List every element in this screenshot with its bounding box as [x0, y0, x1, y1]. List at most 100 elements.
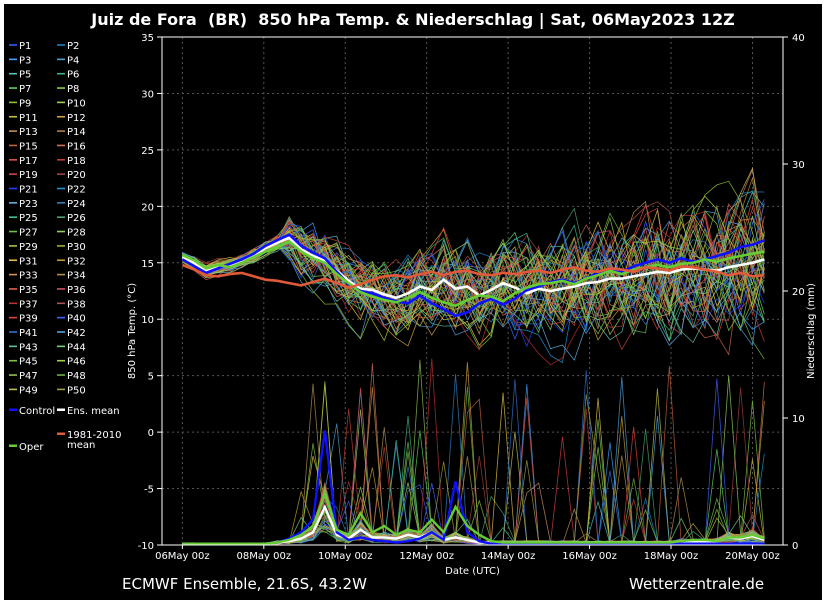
member-temp-line	[182, 215, 765, 341]
legend-label: P17	[19, 156, 38, 167]
y-left-tick-label: -10	[138, 541, 154, 552]
y-right-tick-label: 40	[792, 33, 805, 44]
member-precip-line	[182, 400, 765, 545]
legend-label: P15	[19, 141, 38, 152]
legend-label: P33	[19, 271, 38, 282]
legend-label: Ens. mean	[67, 406, 120, 417]
legend-label: P31	[19, 256, 38, 267]
x-tick-label: 06May 00z	[155, 551, 210, 562]
member-precip-line	[182, 362, 765, 545]
legend-label: P4	[67, 55, 79, 66]
legend-label: P1	[19, 41, 31, 52]
legend-label: P36	[67, 285, 86, 296]
y-left-tick-label: -5	[144, 485, 154, 496]
y-right-tick-label: 20	[792, 287, 805, 298]
y-left-tick-label: 0	[148, 428, 154, 439]
y-right-tick-label: 30	[792, 160, 805, 171]
legend-label: P18	[67, 156, 86, 167]
x-axis-label: Date (UTC)	[445, 566, 500, 577]
legend-label: P16	[67, 141, 86, 152]
x-tick-label: 10May 00z	[318, 551, 373, 562]
y-right-tick-label: 10	[792, 414, 805, 425]
legend-label: P42	[67, 328, 86, 339]
series-precip-line	[182, 490, 765, 545]
legend: P1 P2 P3 P4 P5 P6 P7 P8 P9 P10 P11 P12 P13 P14 P15 P16 P…	[9, 41, 122, 453]
legend-label: P50	[67, 385, 86, 396]
source-label: Wetterzentrale.de	[629, 575, 765, 593]
legend-label: P34	[67, 271, 86, 282]
y-left-tick-label: 35	[141, 33, 154, 44]
y-left-tick-label: 10	[141, 315, 154, 326]
legend-label: P45	[19, 357, 38, 368]
legend-label: P29	[19, 242, 38, 253]
x-tick-label: 18May 00z	[644, 551, 699, 562]
legend-label: P3	[19, 55, 31, 66]
x-tick-label: 14May 00z	[481, 551, 536, 562]
legend-label: P23	[19, 199, 38, 210]
legend-label: P14	[67, 127, 86, 138]
legend-label: P39	[19, 314, 38, 325]
legend-label: P26	[67, 213, 86, 224]
y-left-tick-label: 20	[141, 202, 154, 213]
legend-label: P44	[67, 342, 86, 353]
legend-label: P37	[19, 299, 38, 310]
legend-label: P22	[67, 185, 86, 196]
ensemble-chart: -10 -5 0 5 10 15 20 25 30 35 0 10 20 30 40 06May 00z 08M…	[9, 33, 817, 577]
legend-label: P35	[19, 285, 38, 296]
legend-label: P10	[67, 98, 86, 109]
x-tick-label: 08May 00z	[237, 551, 292, 562]
y-left-tick-label: 30	[141, 89, 154, 100]
legend-label: P38	[67, 299, 86, 310]
model-info: ECMWF Ensemble, 21.6S, 43.2W	[122, 575, 367, 593]
x-tick-label: 12May 00z	[399, 551, 454, 562]
legend-label: P32	[67, 256, 86, 267]
member-precip-line	[182, 386, 765, 545]
legend-label: P13	[19, 127, 38, 138]
legend-label: P2	[67, 41, 79, 52]
series-temp-line	[181, 239, 765, 308]
legend-label: P9	[19, 98, 31, 109]
legend-label: P28	[67, 228, 86, 239]
series-temp-line	[181, 233, 765, 318]
legend-label: P11	[19, 113, 38, 124]
legend-label: P46	[67, 357, 86, 368]
legend-label: P30	[67, 242, 86, 253]
legend-label: P48	[67, 371, 86, 382]
member-precip-line	[182, 394, 765, 545]
legend-label: P12	[67, 113, 86, 124]
legend-label: P27	[19, 228, 38, 239]
legend-label: P49	[19, 385, 38, 396]
chart-title: Juiz de Fora (BR) 850 hPa Temp. & Nieder…	[91, 10, 735, 29]
legend-label: P6	[67, 70, 79, 81]
legend-label: P19	[19, 170, 38, 181]
member-precip-line	[182, 482, 765, 545]
axes: -10 -5 0 5 10 15 20 25 30 35 0 10 20 30 40 06May 00z 08M…	[127, 33, 817, 577]
legend-label: P41	[19, 328, 38, 339]
legend-label: P20	[67, 170, 86, 181]
legend-label: P24	[67, 199, 86, 210]
y-left-tick-label: 5	[148, 372, 154, 383]
legend-label: P5	[19, 70, 31, 81]
legend-label: P40	[67, 314, 86, 325]
member-temp-line	[182, 204, 765, 330]
legend-label: P8	[67, 84, 79, 95]
y-left-tick-label: 15	[141, 259, 154, 270]
y-right-axis-label: Niederschlag (mm)	[806, 283, 817, 379]
legend-label: P25	[19, 213, 38, 224]
member-precip-line	[182, 400, 765, 546]
series-temp-line	[181, 236, 765, 300]
chart-frame: Juiz de Fora (BR) 850 hPa Temp. & Nieder…	[4, 4, 822, 600]
y-left-axis-label: 850 hPa Temp. (°C)	[127, 283, 138, 379]
member-precip-line	[182, 397, 765, 545]
legend-label: P21	[19, 185, 38, 196]
x-tick-label: 16May 00z	[562, 551, 617, 562]
legend-label: 1981-2010 mean	[67, 430, 122, 451]
x-tick-label: 20May 00z	[725, 551, 780, 562]
series-temp-line	[181, 263, 765, 289]
y-left-tick-label: 25	[141, 146, 154, 157]
main-series	[181, 233, 765, 545]
legend-label: Control	[19, 406, 55, 417]
legend-label: P47	[19, 371, 38, 382]
legend-label: P43	[19, 342, 38, 353]
legend-label: Oper	[19, 442, 44, 453]
